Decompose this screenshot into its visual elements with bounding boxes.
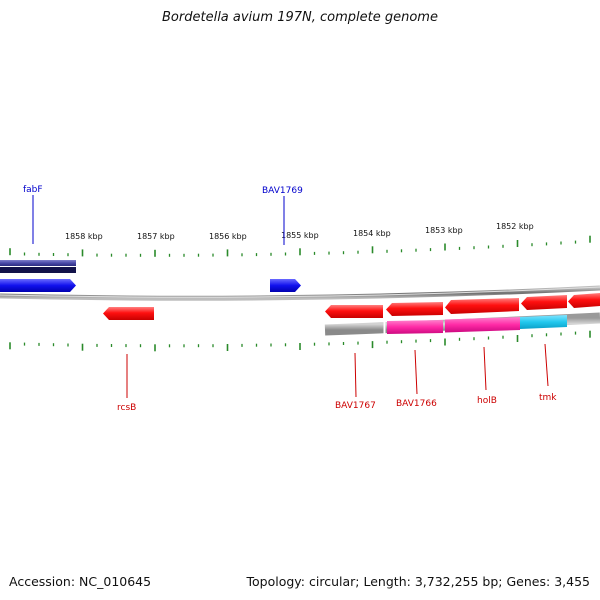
- feature-band: [0, 267, 76, 273]
- reverse-gene-holB[interactable]: [445, 298, 519, 314]
- reverse-gene-edge[interactable]: [568, 293, 600, 308]
- scale-ticks-outer: [9, 235, 591, 257]
- gene-label-holB[interactable]: holB: [477, 396, 497, 406]
- reverse-gene-rcsB[interactable]: [103, 307, 154, 320]
- scale-labels: 1858 kbp 1857 kbp 1856 kbp 1855 kbp 1854…: [65, 222, 534, 241]
- scale-label: 1855 kbp: [281, 231, 319, 240]
- genes-label: Genes:: [506, 574, 551, 589]
- accession-label: Accession:: [9, 574, 76, 589]
- accession-value: NC_010645: [79, 574, 152, 589]
- scale-label: 1854 kbp: [353, 229, 391, 238]
- label-leader: [414, 349, 418, 395]
- gene-label-rcsB[interactable]: rcsB: [117, 403, 136, 413]
- figure-title: Bordetella avium 197N, complete genome: [162, 10, 438, 25]
- gene-label-BAV1769[interactable]: BAV1769: [262, 186, 303, 196]
- label-leader: [483, 346, 487, 391]
- reverse-gene-BAV1767[interactable]: [325, 305, 383, 318]
- gene-label-BAV1766[interactable]: BAV1766: [396, 399, 437, 409]
- scale-label: 1856 kbp: [209, 232, 247, 241]
- forward-gene-BAV1769[interactable]: [270, 279, 301, 292]
- reverse-labels: rcsB BAV1767 BAV1766 holB tmk: [117, 343, 557, 413]
- topology-label: Topology:: [246, 574, 306, 589]
- scale-ticks-inner: [9, 330, 591, 352]
- feature-band: [0, 260, 76, 266]
- scale-label: 1852 kbp: [496, 222, 534, 231]
- length-value: 3,732,255 bp;: [414, 574, 503, 589]
- genome-backbone: [0, 285, 600, 301]
- accession-line: Accession: NC_010645: [9, 574, 151, 589]
- gene-label-BAV1767[interactable]: BAV1767: [335, 401, 376, 411]
- gene-label-fabF[interactable]: fabF: [23, 185, 43, 195]
- reverse-gene-BAV1766[interactable]: [386, 302, 443, 316]
- feature-magenta: [387, 320, 443, 334]
- gene-label-tmk[interactable]: tmk: [539, 393, 557, 403]
- forward-labels: fabF BAV1769: [23, 185, 303, 245]
- genes-value: 3,455: [554, 574, 590, 589]
- genome-backbone-highlight: [0, 286, 600, 298]
- topology-value: circular;: [309, 574, 360, 589]
- label-leader: [354, 352, 357, 398]
- scale-label: 1853 kbp: [425, 226, 463, 235]
- label-leader: [544, 343, 549, 387]
- length-label: Length:: [363, 574, 411, 589]
- forward-gene-fabF[interactable]: [0, 279, 76, 292]
- scale-label: 1858 kbp: [65, 232, 103, 241]
- feature-cyan: [520, 315, 567, 329]
- feature-magenta: [445, 317, 520, 333]
- scale-label: 1857 kbp: [137, 232, 175, 241]
- genome-stats: Topology: circular; Length: 3,732,255 bp; …: [247, 574, 590, 589]
- reverse-gene-tmk[interactable]: [521, 295, 567, 310]
